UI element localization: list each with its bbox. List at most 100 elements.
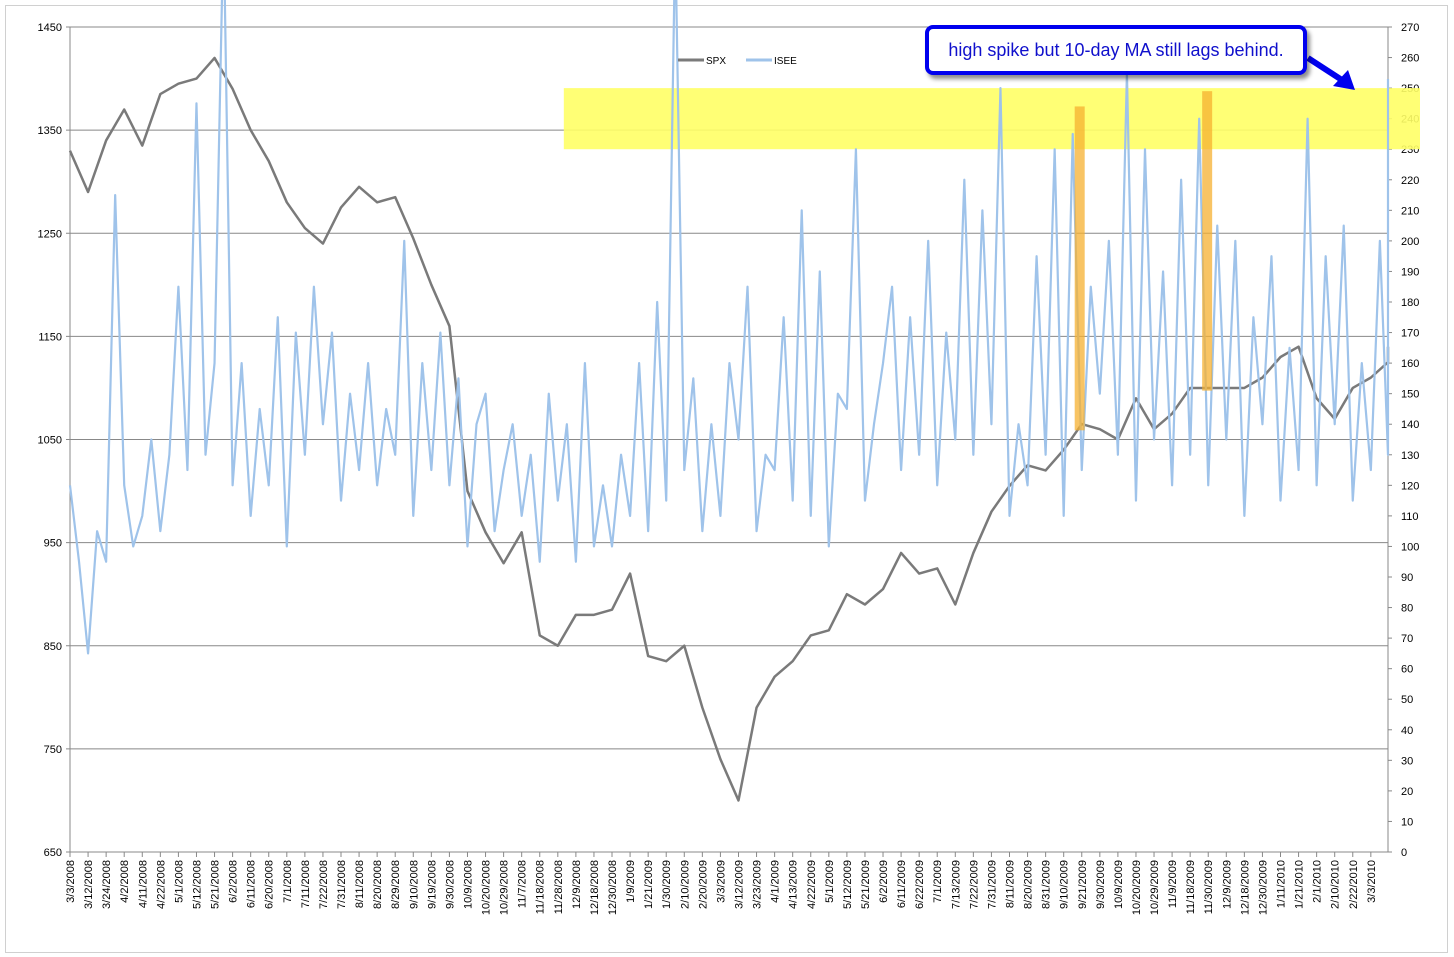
- x-tick-label: 12/9/2009: [1221, 860, 1233, 909]
- x-tick-label: 8/31/2009: [1041, 860, 1053, 909]
- highlight-band: [563, 88, 1420, 150]
- x-tick-label: 11/7/2008: [517, 860, 529, 908]
- y-left-tick-label: 850: [44, 641, 62, 653]
- y-right-tick-label: 220: [1401, 175, 1419, 187]
- x-tick-label: 9/30/2008: [444, 860, 456, 909]
- x-tick-label: 7/31/2009: [986, 860, 998, 909]
- x-tick-label: 1/30/2009: [661, 860, 673, 909]
- x-tick-label: 4/1/2009: [770, 860, 782, 903]
- x-tick-label: 9/10/2009: [1059, 860, 1071, 909]
- y-right-tick-label: 270: [1401, 22, 1419, 34]
- series-line-spx: [68, 56, 1390, 802]
- x-tick-label: 11/9/2009: [1167, 860, 1179, 908]
- x-tick-label: 6/2/2009: [878, 860, 890, 903]
- y-right-tick-label: 50: [1401, 694, 1413, 706]
- y-right-tick-label: 70: [1401, 633, 1413, 645]
- x-tick-label: 4/2/2008: [119, 860, 131, 903]
- x-tick-label: 1/21/2010: [1294, 860, 1306, 909]
- x-tick-label: 1/21/2009: [643, 860, 655, 909]
- x-tick-label: 4/22/2008: [155, 860, 167, 909]
- x-tick-label: 12/9/2008: [571, 860, 583, 909]
- y-right-tick-label: 190: [1401, 266, 1419, 278]
- x-tick-label: 5/1/2008: [173, 860, 185, 903]
- y-right-tick-label: 150: [1401, 389, 1419, 401]
- x-tick-label: 10/20/2008: [481, 860, 493, 915]
- x-tick-label: 4/13/2009: [788, 860, 800, 909]
- x-tick-label: 6/2/2008: [228, 860, 240, 903]
- y-right-tick-label: 260: [1401, 53, 1419, 65]
- y-left-tick-label: 1150: [38, 331, 62, 343]
- x-tick-label: 12/30/2009: [1257, 860, 1269, 915]
- x-tick-label: 10/29/2008: [499, 860, 511, 915]
- x-tick-label: 7/13/2009: [950, 860, 962, 909]
- x-tick-label: 8/11/2009: [1004, 860, 1016, 908]
- x-tick-label: 6/11/2008: [246, 860, 258, 908]
- x-tick-label: 3/3/2008: [65, 860, 77, 903]
- x-tick-label: 8/20/2008: [372, 860, 384, 909]
- x-tick-label: 8/20/2009: [1023, 860, 1035, 909]
- x-tick-label: 9/19/2008: [426, 860, 438, 909]
- x-tick-label: 5/21/2009: [860, 860, 872, 909]
- y-left-tick-label: 950: [44, 538, 62, 550]
- y-right-tick-label: 60: [1401, 664, 1413, 676]
- x-tick-label: 10/9/2009: [1113, 860, 1125, 909]
- x-tick-label: 10/9/2008: [462, 860, 474, 909]
- y-right-tick-label: 40: [1401, 725, 1413, 737]
- x-tick-label: 3/12/2008: [83, 860, 95, 909]
- annotation-callout: high spike but 10-day MA still lags behi…: [925, 25, 1307, 75]
- x-tick-label: 7/22/2009: [968, 860, 980, 909]
- y-right-tick-label: 140: [1401, 419, 1419, 431]
- y-left-tick-label: 1050: [38, 435, 62, 447]
- x-tick-label: 2/20/2009: [697, 860, 709, 909]
- x-tick-label: 2/1/2010: [1312, 860, 1324, 903]
- x-tick-label: 11/30/2009: [1203, 860, 1215, 914]
- legend-label-isee: ISEE: [774, 56, 797, 67]
- x-tick-label: 7/1/2008: [282, 860, 294, 903]
- y-left-tick-label: 1350: [38, 125, 62, 137]
- x-tick-label: 12/18/2009: [1239, 860, 1251, 915]
- annotation-arrowhead: [1333, 70, 1355, 90]
- y-right-tick-label: 110: [1401, 511, 1419, 523]
- x-tick-label: 6/22/2009: [914, 860, 926, 909]
- x-tick-label: 9/30/2009: [1095, 860, 1107, 909]
- x-tick-label: 6/20/2008: [264, 860, 276, 909]
- legend-label-spx: SPX: [706, 56, 726, 67]
- x-tick-label: 11/18/2008: [535, 860, 547, 914]
- y-right-tick-label: 20: [1401, 786, 1413, 798]
- x-tick-label: 12/30/2008: [607, 860, 619, 915]
- y-left-tick-label: 650: [44, 847, 62, 859]
- x-tick-label: 11/28/2008: [553, 860, 565, 914]
- y-right-tick-label: 170: [1401, 328, 1419, 340]
- y-right-tick-label: 120: [1401, 480, 1419, 492]
- x-tick-label: 2/10/2009: [679, 860, 691, 909]
- x-tick-label: 3/3/2009: [715, 860, 727, 903]
- x-tick-label: 5/12/2009: [842, 860, 854, 909]
- y-right-tick-label: 10: [1401, 816, 1413, 828]
- spike-marker: [1074, 106, 1085, 431]
- x-tick-label: 1/9/2009: [625, 860, 637, 903]
- spike-marker: [1202, 91, 1213, 391]
- x-tick-label: 7/1/2009: [932, 860, 944, 903]
- x-tick-label: 5/12/2008: [191, 860, 203, 909]
- y-right-tick-label: 130: [1401, 450, 1419, 462]
- x-tick-label: 2/10/2010: [1330, 860, 1342, 909]
- y-right-tick-label: 210: [1401, 205, 1419, 217]
- x-tick-label: 8/29/2008: [390, 860, 402, 909]
- x-tick-label: 4/22/2009: [806, 860, 818, 909]
- x-tick-label: 12/18/2008: [589, 860, 601, 915]
- y-right-tick-label: 30: [1401, 755, 1413, 767]
- x-tick-label: 10/29/2009: [1149, 860, 1161, 915]
- y-left-tick-label: 750: [44, 744, 62, 756]
- x-tick-label: 9/21/2009: [1077, 860, 1089, 909]
- y-right-tick-label: 0: [1401, 847, 1407, 859]
- x-tick-label: 8/11/2008: [354, 860, 366, 908]
- y-left-tick-label: 1250: [38, 228, 62, 240]
- x-tick-label: 11/18/2009: [1185, 860, 1197, 914]
- series-line-isee: [68, 0, 1390, 655]
- x-tick-label: 6/11/2009: [896, 860, 908, 908]
- annotation-arrow: [1306, 55, 1347, 85]
- chart-frame: [5, 5, 1448, 953]
- x-tick-label: 7/31/2008: [336, 860, 348, 909]
